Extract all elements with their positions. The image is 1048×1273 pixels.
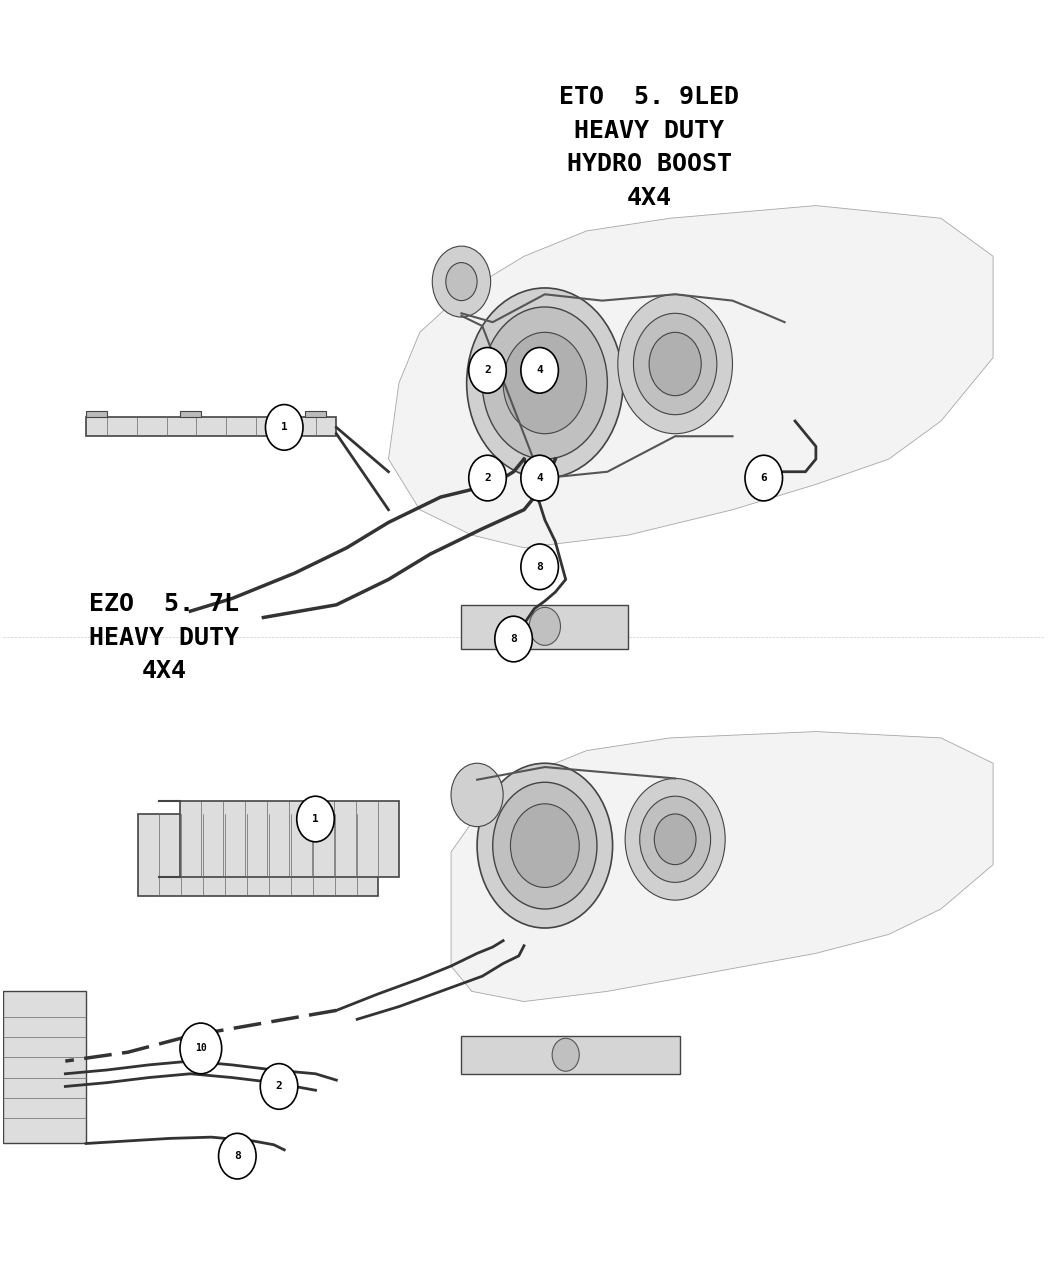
Circle shape [482,307,608,460]
Polygon shape [461,1036,680,1073]
Circle shape [745,456,783,500]
Circle shape [477,764,613,928]
Text: 2: 2 [484,365,490,376]
Circle shape [521,544,559,589]
Text: 1: 1 [281,423,287,433]
Circle shape [260,1064,298,1109]
Circle shape [625,779,725,900]
Polygon shape [461,605,628,649]
Circle shape [297,796,334,841]
Circle shape [466,288,623,479]
Text: 1: 1 [312,813,319,824]
Circle shape [521,348,559,393]
Text: 8: 8 [234,1151,241,1161]
Text: 8: 8 [510,634,517,644]
Polygon shape [86,411,107,418]
Text: 4: 4 [537,474,543,482]
Circle shape [529,607,561,645]
Text: EZO  5. 7L
HEAVY DUTY
4X4: EZO 5. 7L HEAVY DUTY 4X4 [89,592,239,684]
Circle shape [451,764,503,826]
Circle shape [618,294,733,434]
Text: 2: 2 [276,1082,282,1091]
Circle shape [552,1039,580,1072]
Text: 2: 2 [484,474,490,482]
Circle shape [521,456,559,500]
Circle shape [510,803,580,887]
Polygon shape [180,801,399,877]
Polygon shape [3,992,86,1143]
Circle shape [493,782,597,909]
Circle shape [649,332,701,396]
Circle shape [265,405,303,451]
Circle shape [633,313,717,415]
Polygon shape [180,411,201,418]
Circle shape [468,348,506,393]
Polygon shape [389,205,994,547]
Circle shape [495,616,532,662]
Text: 6: 6 [761,474,767,482]
Circle shape [639,796,711,882]
Circle shape [432,246,490,317]
Polygon shape [138,813,378,896]
Circle shape [654,813,696,864]
Text: 8: 8 [537,561,543,572]
Circle shape [468,456,506,500]
Circle shape [503,332,587,434]
Circle shape [445,262,477,300]
Text: ETO  5. 9LED
HEAVY DUTY
HYDRO BOOST
4X4: ETO 5. 9LED HEAVY DUTY HYDRO BOOST 4X4 [559,85,739,210]
Circle shape [180,1023,222,1073]
Text: 4: 4 [537,365,543,376]
Polygon shape [451,732,994,1002]
Circle shape [219,1133,256,1179]
Polygon shape [305,411,326,418]
Polygon shape [86,418,336,437]
Text: 10: 10 [195,1044,206,1054]
